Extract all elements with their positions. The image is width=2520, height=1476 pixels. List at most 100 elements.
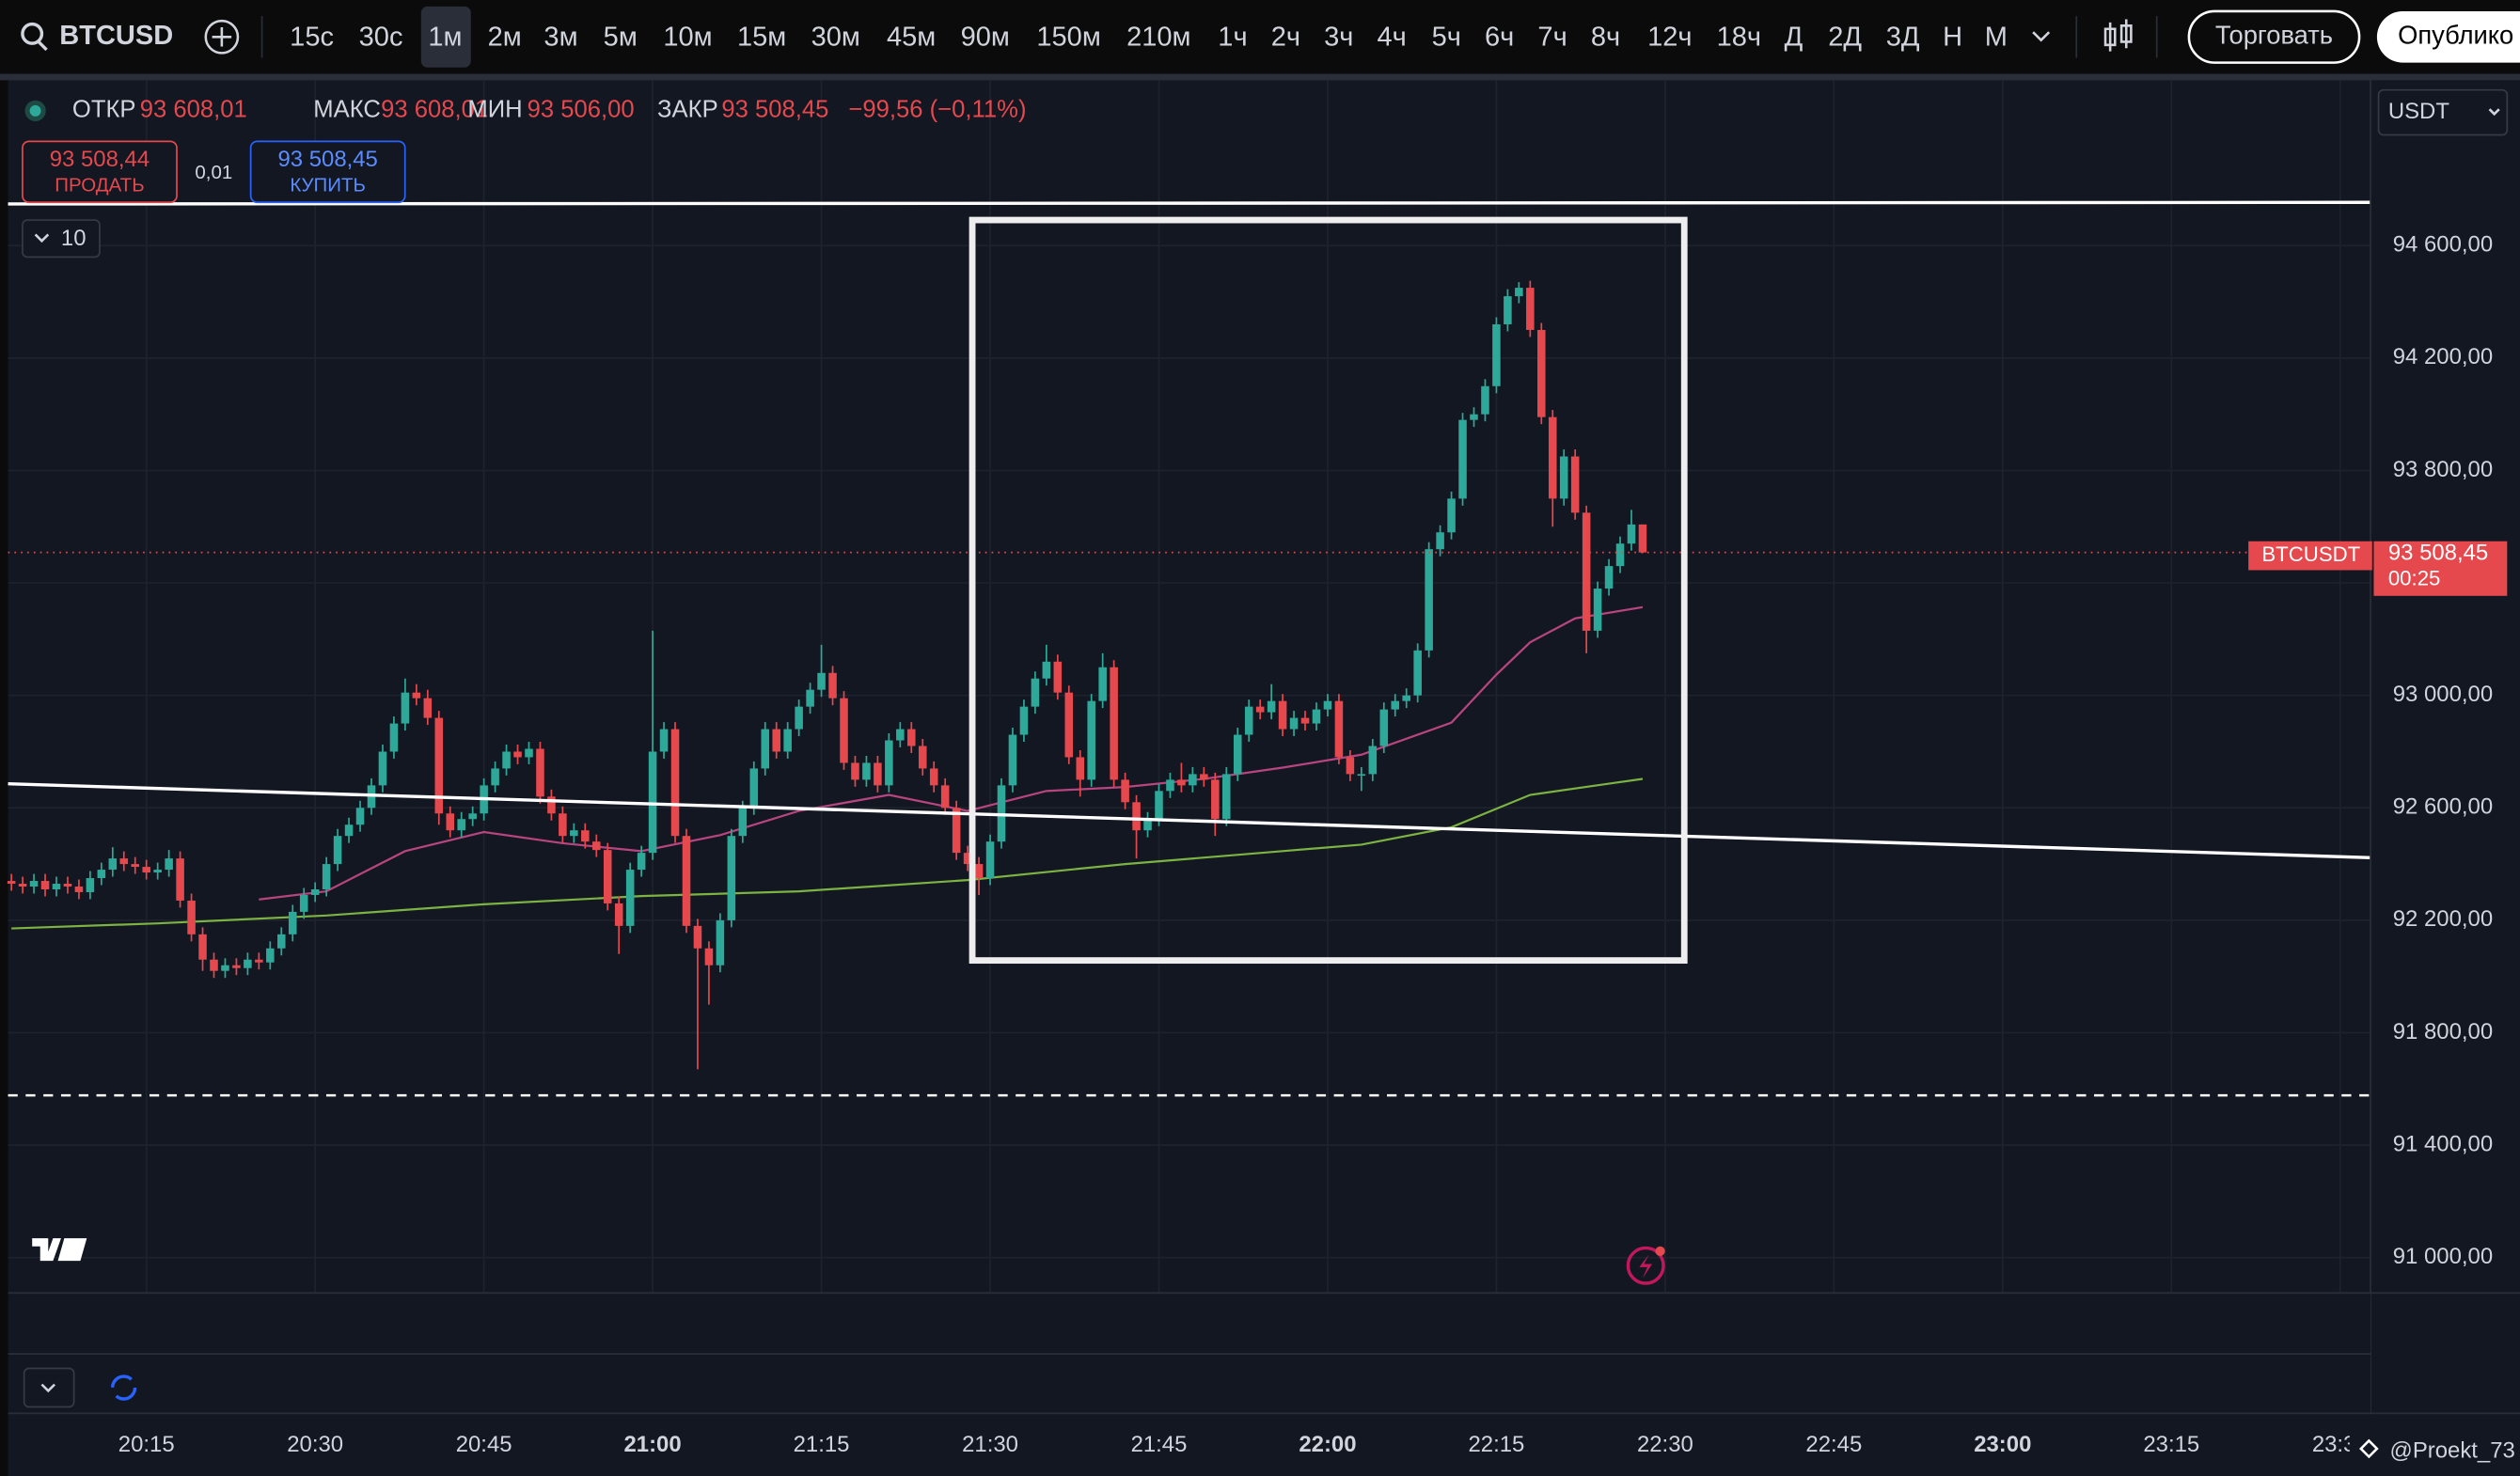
plot (7, 280, 2371, 1070)
trend-line[interactable] (8, 781, 2371, 859)
more-intervals[interactable] (2032, 31, 2051, 42)
candle-body (389, 723, 399, 752)
watermark-bg (2349, 1422, 2520, 1476)
horizontal-drawing[interactable] (8, 200, 2371, 206)
interval[interactable]: 2м (488, 23, 522, 53)
chevron (2488, 108, 2500, 117)
interval[interactable]: 2ч (1271, 23, 1300, 53)
refresh-icon[interactable] (110, 1374, 137, 1401)
legend-label: МИН (467, 97, 522, 123)
interval[interactable]: 5м (604, 23, 638, 53)
candle-body (637, 853, 646, 871)
interval[interactable]: 45м (887, 23, 936, 53)
collapse-button[interactable] (23, 1367, 75, 1408)
candle-body (198, 934, 207, 960)
interval[interactable]: Н (1943, 23, 1962, 53)
chart-type-icon[interactable] (2103, 19, 2133, 52)
candle-body (1413, 650, 1422, 696)
interval[interactable]: 3ч (1324, 23, 1353, 53)
candle-body (288, 911, 297, 934)
candle-body (682, 836, 691, 926)
interval[interactable]: 6ч (1485, 23, 1514, 53)
candle-body (412, 692, 421, 699)
x-tick-label: 22:45 (1805, 1432, 1862, 1457)
candle-body (851, 762, 859, 780)
events-icon[interactable] (1626, 1246, 1665, 1285)
candle-body (1053, 661, 1063, 693)
interval[interactable]: 30м (811, 23, 860, 53)
interval[interactable]: 90м (961, 23, 1010, 53)
chevron (34, 233, 50, 243)
interval[interactable]: 210м (1126, 23, 1190, 53)
interval[interactable]: 18ч (1717, 23, 1761, 53)
candle-body (874, 762, 882, 786)
candle-body (355, 808, 365, 825)
candle-body (1042, 661, 1051, 679)
moving-average (11, 777, 1644, 930)
candle-body (255, 959, 263, 963)
interval[interactable]: Д (1785, 23, 1803, 53)
candle-body (513, 751, 522, 758)
candle-body (1289, 717, 1299, 730)
trade-button[interactable] (2187, 9, 2361, 64)
rectangle-drawing[interactable] (969, 216, 1688, 965)
interval[interactable]: 1м (428, 23, 462, 53)
candle-body (581, 830, 590, 842)
chevron (40, 1383, 56, 1393)
currency-select[interactable] (2377, 88, 2509, 136)
candle-body (1526, 288, 1535, 330)
add-symbol[interactable] (204, 19, 240, 55)
candle-body (659, 729, 669, 752)
candle-body (1436, 532, 1444, 550)
candle-body (40, 881, 50, 889)
candle-body (1604, 566, 1614, 589)
interval[interactable]: 2Д (1828, 23, 1862, 53)
candle-body (963, 853, 972, 865)
interval[interactable]: 5ч (1432, 23, 1461, 53)
spread: 0,01 (195, 162, 232, 183)
interval[interactable]: 12ч (1647, 23, 1692, 53)
buy-label: КУПИТЬ (290, 175, 366, 196)
interval[interactable]: 3Д (1886, 23, 1920, 53)
interval[interactable]: 1ч (1218, 23, 1247, 53)
publish-button[interactable] (2376, 10, 2520, 63)
watermark: @Proekt_73 (2390, 1438, 2515, 1464)
toolbar (0, 0, 2520, 74)
interval[interactable]: 8ч (1591, 23, 1620, 53)
indicators-toggle[interactable] (22, 219, 101, 259)
interval[interactable]: М (1985, 23, 2008, 53)
candle-body (322, 864, 331, 889)
indicators-count: 10 (61, 226, 87, 251)
buy-button[interactable] (249, 140, 406, 204)
interval[interactable]: 15м (737, 23, 786, 53)
candle-body (536, 748, 544, 797)
candle-body (525, 748, 533, 758)
search-icon[interactable] (21, 22, 44, 45)
interval[interactable]: 30с (359, 23, 403, 53)
candle-body (1143, 819, 1152, 831)
candle-body (929, 768, 938, 786)
candle-body (310, 888, 320, 895)
candle-body (97, 870, 106, 879)
watermark-icon (2358, 1438, 2379, 1459)
grid (8, 80, 2371, 1294)
interval[interactable]: 10м (663, 23, 712, 53)
interval[interactable]: 3м (543, 23, 577, 53)
candle-body (738, 808, 748, 837)
candle-body (142, 867, 150, 873)
candle-body (1008, 734, 1017, 786)
interval[interactable]: 4ч (1378, 23, 1407, 53)
sell-button[interactable] (22, 140, 178, 204)
interval[interactable]: 15с (290, 23, 334, 53)
candle-body (1447, 498, 1456, 533)
sell-price: 93 508,44 (50, 147, 150, 172)
candle-body (1346, 757, 1355, 775)
candle-body (570, 830, 578, 837)
candle-body (119, 858, 129, 865)
candle-body (1492, 323, 1501, 386)
price-tag (2373, 541, 2508, 596)
interval[interactable]: 150м (1036, 23, 1100, 53)
interval[interactable]: 7ч (1537, 23, 1567, 53)
symbol[interactable]: BTCUSD (59, 21, 173, 51)
y-tick-label: 94 600,00 (2393, 232, 2493, 258)
